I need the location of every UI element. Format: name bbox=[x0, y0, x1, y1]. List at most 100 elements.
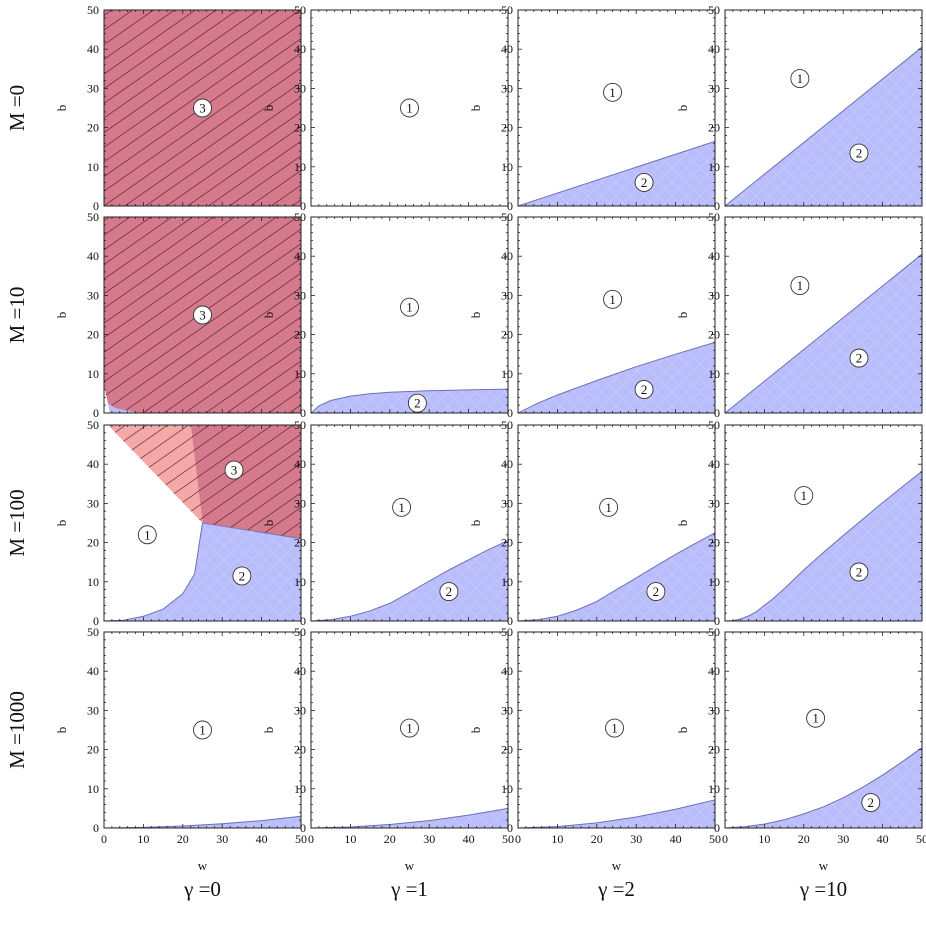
panel-m10-g10: 0 10 20 30 40 50 b 1 2 bbox=[675, 210, 923, 420]
y-tick-label: 30 bbox=[294, 81, 306, 95]
x-tick-label: 40 bbox=[670, 832, 682, 846]
boundary-line bbox=[311, 540, 508, 621]
y-tick-label: 40 bbox=[708, 42, 720, 56]
axis-ticks bbox=[103, 216, 302, 414]
y-tick-label: 0 bbox=[714, 821, 720, 835]
marker-label: 2 bbox=[868, 795, 875, 810]
y-tick-label: 0 bbox=[507, 821, 513, 835]
axis-ticks bbox=[517, 424, 716, 622]
y-tick-label: 10 bbox=[501, 782, 513, 796]
y-tick-label: 50 bbox=[87, 418, 99, 432]
y-tick-label: 30 bbox=[87, 703, 99, 717]
region-marker-1: 1 bbox=[794, 486, 814, 506]
marker-label: 2 bbox=[446, 584, 453, 599]
y-tick-label: 30 bbox=[87, 496, 99, 510]
y-tick-label: 50 bbox=[87, 210, 99, 224]
marker-label: 1 bbox=[797, 278, 804, 293]
axis-ticks bbox=[724, 216, 923, 414]
marker-label: 2 bbox=[856, 565, 863, 580]
region-marker-3: 3 bbox=[193, 98, 212, 118]
y-tick-label: 20 bbox=[87, 536, 99, 550]
row-label: M =0 bbox=[5, 85, 29, 131]
y-tick-label: 30 bbox=[708, 288, 720, 302]
y-tick-label: 30 bbox=[708, 703, 720, 717]
y-tick-label: 40 bbox=[87, 457, 99, 471]
marker-circle bbox=[392, 497, 412, 517]
boundary-line bbox=[518, 140, 715, 206]
axis-ticks bbox=[310, 424, 509, 622]
plot-area bbox=[725, 425, 922, 621]
region-2 bbox=[311, 808, 508, 828]
y-tick-label: 10 bbox=[501, 367, 513, 381]
x-tick-label: 50 bbox=[709, 832, 721, 846]
x-tick-label: 50 bbox=[502, 832, 514, 846]
panel-frame bbox=[310, 216, 509, 414]
region-marker-1: 1 bbox=[400, 718, 419, 738]
region-marker-3: 3 bbox=[224, 460, 244, 480]
marker-circle bbox=[646, 582, 666, 602]
y-tick-label: 40 bbox=[501, 249, 513, 263]
panel-m100-g0: 0 10 20 30 40 50 b 3 1 2 bbox=[54, 418, 302, 628]
y-tick-label: 50 bbox=[708, 418, 720, 432]
marker-label: 2 bbox=[641, 175, 648, 190]
y-tick-label: 0 bbox=[714, 406, 720, 420]
boundary-line bbox=[725, 253, 922, 413]
y-axis-label: b bbox=[468, 727, 483, 734]
y-tick-label: 50 bbox=[501, 3, 513, 17]
y-axis-label: b bbox=[54, 727, 69, 734]
boundary-line bbox=[311, 388, 508, 413]
panel-m10-g0: 0 10 20 30 40 50 b 3 bbox=[54, 210, 302, 420]
plot-area bbox=[518, 425, 715, 621]
y-tick-label: 10 bbox=[294, 160, 306, 174]
marker-circle bbox=[400, 718, 419, 738]
panel-m100-g2: 0 10 20 30 40 50 b 1 2 bbox=[468, 418, 716, 628]
y-tick-label: 40 bbox=[294, 664, 306, 678]
marker-label: 1 bbox=[144, 527, 151, 542]
region-marker-1: 1 bbox=[790, 276, 810, 296]
region-marker-1: 1 bbox=[137, 525, 157, 545]
plot-area bbox=[104, 425, 301, 621]
marker-circle bbox=[634, 173, 654, 192]
boundary-line bbox=[725, 46, 922, 206]
row-label: M =100 bbox=[5, 489, 29, 556]
panel-m1000-g10: 0 10 20 30 40 50 b 0 10 20 30 40 50 w 1 2 bbox=[675, 625, 926, 873]
marker-label: 1 bbox=[609, 292, 616, 307]
marker-label: 2 bbox=[239, 568, 246, 583]
y-tick-label: 10 bbox=[294, 575, 306, 589]
x-axis-label: w bbox=[405, 858, 415, 873]
marker-circle bbox=[603, 82, 623, 102]
y-axis-label: b bbox=[261, 312, 276, 319]
x-tick-label: 50 bbox=[916, 832, 926, 846]
region-marker-1: 1 bbox=[605, 718, 624, 738]
y-tick-label: 20 bbox=[501, 121, 513, 135]
marker-label: 2 bbox=[856, 351, 863, 366]
y-tick-label: 30 bbox=[501, 288, 513, 302]
boundary-line bbox=[104, 522, 203, 621]
panel-m10-g2: 0 10 20 30 40 50 b 1 2 bbox=[468, 210, 716, 420]
plot-area bbox=[725, 10, 922, 206]
y-tick-label: 50 bbox=[294, 625, 306, 639]
y-tick-label: 10 bbox=[708, 782, 720, 796]
panel-m0-g2: 0 10 20 30 40 50 b 1 2 bbox=[468, 3, 716, 213]
axis-ticks bbox=[517, 216, 716, 414]
marker-circle bbox=[599, 497, 619, 517]
y-tick-label: 10 bbox=[708, 367, 720, 381]
y-tick-label: 10 bbox=[294, 367, 306, 381]
marker-circle bbox=[605, 718, 624, 738]
region-2 bbox=[518, 532, 715, 621]
boundary-line bbox=[518, 341, 715, 413]
panel-frame bbox=[724, 9, 923, 207]
marker-label: 2 bbox=[653, 584, 660, 599]
marker-circle bbox=[634, 380, 654, 399]
marker-circle bbox=[794, 486, 814, 506]
y-tick-label: 30 bbox=[501, 703, 513, 717]
y-tick-label: 40 bbox=[294, 42, 306, 56]
y-axis-label: b bbox=[54, 312, 69, 319]
y-tick-label: 0 bbox=[714, 614, 720, 628]
x-tick-label: 10 bbox=[758, 832, 770, 846]
marker-circle bbox=[400, 98, 419, 118]
y-tick-label: 40 bbox=[294, 457, 306, 471]
panel-frame bbox=[103, 216, 302, 414]
plot-area bbox=[518, 10, 715, 206]
